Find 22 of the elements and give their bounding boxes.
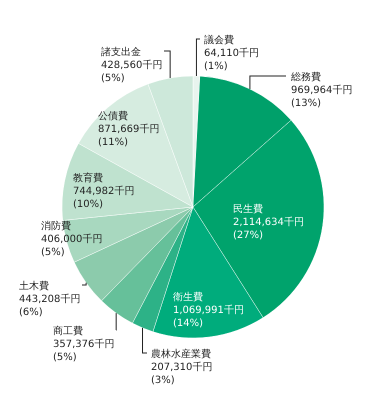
slice-label: 消防費 <box>41 220 71 232</box>
slice-label: 衛生費 <box>173 291 203 303</box>
slice-label: 教育費 <box>73 172 103 184</box>
slice-label: 農林水産業費 <box>151 348 211 360</box>
data-label: 207,310千円 (3%) <box>151 361 212 386</box>
data-label: 744,982千円 (10%) <box>73 185 134 210</box>
data-label: 871,669千円 (11%) <box>98 123 160 148</box>
slice-label: 公債費 <box>98 110 128 122</box>
data-label: 443,208千円 (6%) <box>19 293 80 318</box>
slice-label: 議会費 <box>204 34 234 46</box>
data-label: 1,069,991千円 (14%) <box>173 304 244 329</box>
data-label: 428,560千円 (5%) <box>101 59 162 84</box>
slice-label: 商工費 <box>53 325 83 337</box>
slice-label: 民生費 <box>233 203 263 215</box>
data-label: 64,110千円 (1%) <box>204 47 259 72</box>
data-label: 2,114,634千円 (27%) <box>233 216 304 241</box>
data-label: 357,376千円 (5%) <box>53 338 114 363</box>
data-label: 969,964千円 (13%) <box>291 84 352 109</box>
slice-label: 総務費 <box>290 71 321 83</box>
slice-label: 土木費 <box>19 280 49 292</box>
slice-label: 諸支出金 <box>101 46 141 58</box>
data-label: 406,000千円 (5%) <box>41 233 102 258</box>
